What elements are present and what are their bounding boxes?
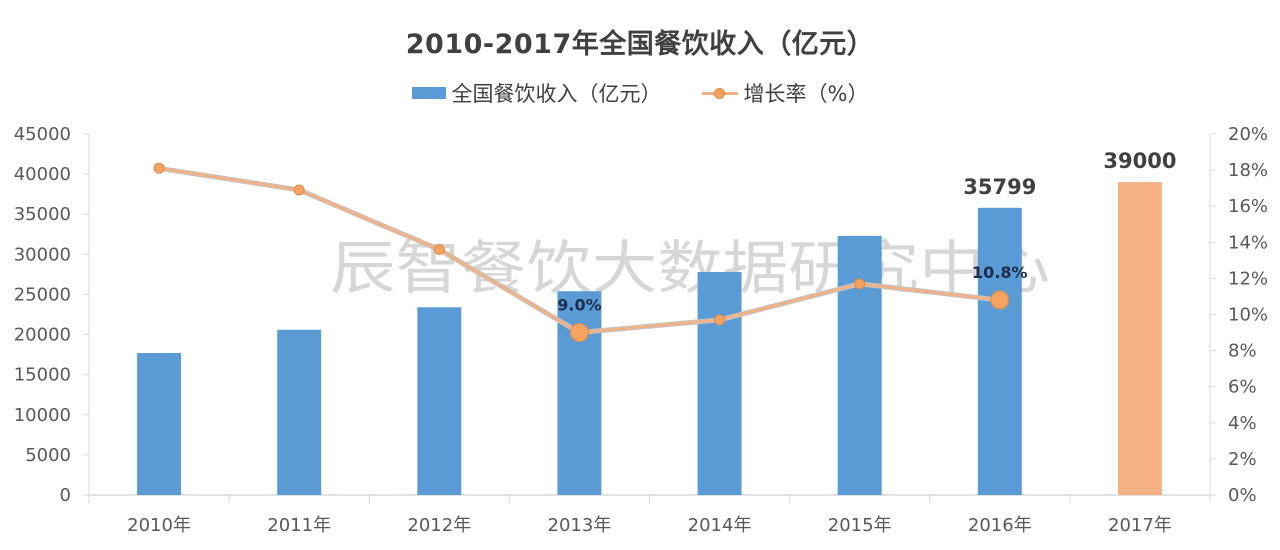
growth-value-label: 10.8% bbox=[972, 263, 1028, 282]
legend: 全国餐饮收入（亿元） 增长率（%） bbox=[0, 78, 1280, 108]
bar-2014年[interactable] bbox=[697, 271, 742, 495]
category-label: 2010年 bbox=[127, 515, 191, 536]
bar-2010年[interactable] bbox=[137, 353, 182, 495]
legend-line-marker-icon bbox=[701, 86, 738, 100]
left-tick-label: 10000 bbox=[14, 405, 71, 426]
bar-value-label: 35799 bbox=[963, 175, 1036, 199]
left-tick-label: 30000 bbox=[14, 244, 71, 265]
right-tick-label: 0% bbox=[1228, 485, 1257, 506]
bar-series bbox=[137, 182, 1162, 496]
bar-2017年[interactable] bbox=[1117, 182, 1162, 495]
right-tick-label: 8% bbox=[1228, 341, 1257, 362]
line-series bbox=[153, 162, 1010, 343]
category-label: 2011年 bbox=[267, 515, 331, 536]
growth-marker-icon[interactable] bbox=[990, 290, 1010, 310]
legend-item-revenue[interactable]: 全国餐饮收入（亿元） bbox=[411, 78, 662, 108]
left-tick-label: 35000 bbox=[14, 204, 71, 225]
left-tick-label: 45000 bbox=[14, 124, 71, 145]
legend-bar-swatch-icon bbox=[411, 87, 446, 99]
bar-2012年[interactable] bbox=[417, 307, 462, 495]
legend-growth-label: 增长率（%） bbox=[743, 82, 869, 106]
legend-item-growth[interactable]: 增长率（%） bbox=[701, 78, 869, 108]
category-label: 2012年 bbox=[407, 515, 471, 536]
right-tick-label: 12% bbox=[1228, 268, 1268, 289]
category-label: 2013年 bbox=[548, 515, 612, 536]
right-tick-label: 10% bbox=[1228, 305, 1268, 326]
axes: 0 5000 10000 15000 20000 25000 30000 35000 40000… bbox=[14, 124, 1268, 536]
right-tick-label: 14% bbox=[1228, 232, 1268, 253]
growth-marker-icon[interactable] bbox=[569, 323, 589, 343]
right-tick-label: 18% bbox=[1228, 160, 1268, 181]
bar-2015年[interactable] bbox=[837, 235, 882, 496]
chart-title: 2010-2017年全国餐饮收入（亿元） bbox=[405, 29, 875, 60]
bar-value-label: 39000 bbox=[1103, 149, 1176, 173]
category-label: 2014年 bbox=[688, 515, 752, 536]
category-label: 2015年 bbox=[828, 515, 892, 536]
legend-revenue-label: 全国餐饮收入（亿元） bbox=[451, 82, 662, 106]
right-tick-label: 4% bbox=[1228, 413, 1257, 434]
data-labels: 35799 39000 9.0% 10.8% bbox=[557, 149, 1176, 314]
left-tick-label: 15000 bbox=[14, 365, 71, 386]
left-tick-label: 20000 bbox=[14, 325, 71, 346]
growth-value-label: 9.0% bbox=[557, 296, 601, 315]
bar-2011年[interactable] bbox=[277, 329, 322, 495]
left-tick-label: 40000 bbox=[14, 164, 71, 185]
bar-2016年[interactable] bbox=[977, 207, 1022, 495]
left-tick-label: 0 bbox=[60, 485, 71, 506]
left-tick-label: 5000 bbox=[25, 445, 71, 466]
growth-marker-icon[interactable] bbox=[153, 162, 165, 174]
right-tick-label: 20% bbox=[1228, 124, 1268, 145]
right-tick-label: 6% bbox=[1228, 377, 1257, 398]
right-tick-label: 16% bbox=[1228, 196, 1268, 217]
left-tick-label: 25000 bbox=[14, 284, 71, 305]
growth-marker-icon[interactable] bbox=[293, 184, 305, 196]
right-tick-label: 2% bbox=[1228, 449, 1257, 470]
category-label: 2017年 bbox=[1108, 515, 1172, 536]
growth-marker-icon[interactable] bbox=[854, 278, 866, 290]
category-label: 2016年 bbox=[968, 515, 1032, 536]
growth-marker-icon[interactable] bbox=[714, 314, 726, 326]
growth-marker-icon[interactable] bbox=[433, 244, 445, 256]
